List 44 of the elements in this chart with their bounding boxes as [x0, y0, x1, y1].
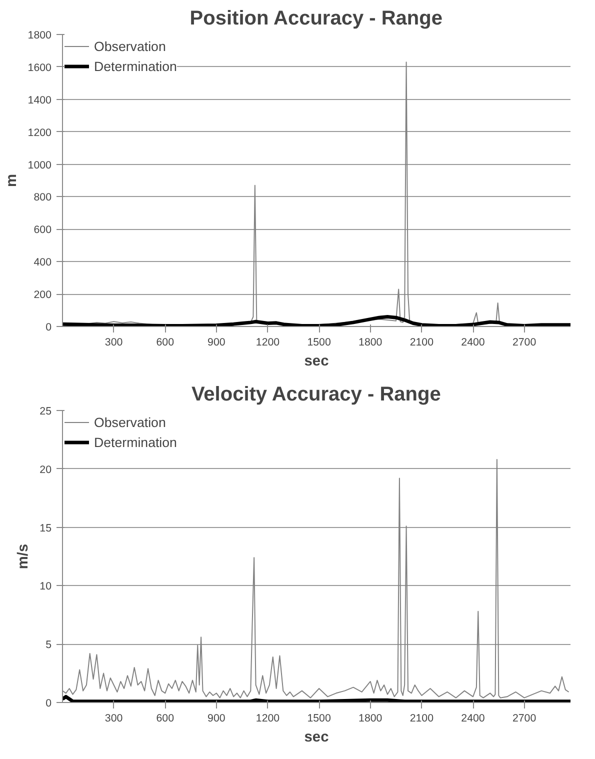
- x-tick-label: 1800: [358, 712, 382, 724]
- x-tick-label: 2100: [410, 336, 434, 348]
- legend-label: Determination: [94, 58, 177, 74]
- y-tick-label: 200: [34, 289, 52, 302]
- legend-label: Observation: [94, 38, 166, 54]
- y-tick-label: 10: [40, 580, 52, 593]
- x-tick-label: 600: [156, 336, 174, 348]
- y-tick-label: 1600: [28, 62, 52, 74]
- y-tick-label: 1000: [28, 159, 52, 172]
- x-tick-label: 600: [156, 712, 174, 724]
- x-tick-label: 1500: [307, 336, 331, 348]
- chart-title: Position Accuracy - Range: [190, 8, 442, 30]
- x-tick-label: 2400: [461, 336, 485, 348]
- x-tick-label: 1500: [307, 712, 331, 724]
- x-tick-label: 900: [208, 712, 226, 724]
- y-tick-label: 25: [40, 406, 52, 418]
- y-tick-label: 0: [46, 322, 52, 334]
- chart-title: Velocity Accuracy - Range: [191, 384, 441, 406]
- y-tick-label: 1800: [28, 30, 52, 42]
- y-axis-title: m/s: [16, 544, 32, 570]
- x-tick-label: 2700: [512, 712, 536, 724]
- y-tick-label: 20: [40, 464, 52, 476]
- y-tick-label: 400: [34, 256, 52, 269]
- x-tick-label: 300: [104, 712, 123, 724]
- y-tick-label: 600: [34, 224, 52, 236]
- y-tick-label: 800: [34, 192, 52, 204]
- x-tick-label: 900: [208, 336, 226, 348]
- x-tick-label: 2400: [461, 712, 485, 724]
- y-tick-label: 1400: [28, 94, 52, 106]
- legend-label: Determination: [94, 434, 177, 450]
- x-tick-label: 2100: [410, 712, 434, 724]
- x-axis-title: sec: [304, 354, 329, 370]
- y-tick-label: 5: [46, 639, 52, 652]
- x-tick-label: 1200: [256, 712, 280, 724]
- x-axis-title: sec: [304, 730, 329, 746]
- y-tick-label: 1200: [28, 126, 52, 139]
- y-tick-label: 15: [40, 522, 52, 534]
- x-tick-label: 2700: [512, 336, 536, 348]
- x-tick-label: 1200: [256, 336, 280, 348]
- x-tick-label: 1800: [358, 336, 382, 348]
- y-axis-title: m: [4, 174, 20, 188]
- legend-label: Observation: [94, 414, 166, 430]
- x-tick-label: 300: [104, 336, 123, 348]
- y-tick-label: 0: [46, 698, 52, 710]
